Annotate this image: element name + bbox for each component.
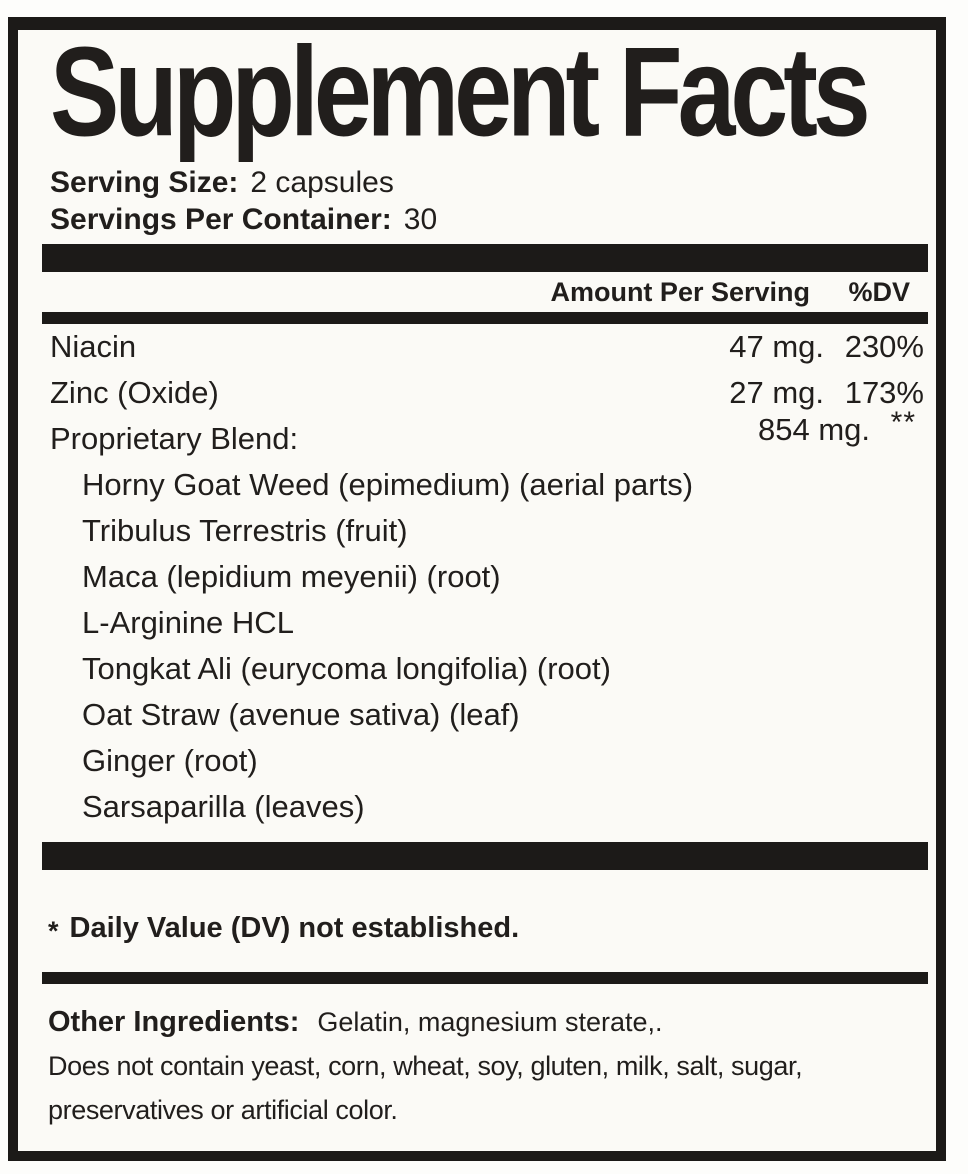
blend-item: Maca (lepidium meyenii) (root) [82, 559, 501, 594]
blend-item: Ginger (root) [82, 743, 258, 778]
thick-rule-bottom [42, 842, 928, 870]
nutrient-amount: 27 mg. [729, 375, 824, 410]
blend-item: Sarsaparilla (leaves) [82, 789, 365, 824]
blend-item: Tongkat Ali (eurycoma longifolia) (root) [82, 651, 611, 686]
disclaimer-line-2: preservatives or artificial color. [48, 1095, 398, 1125]
daily-value-footnote: * Daily Value (DV) not established. [18, 908, 936, 948]
blend-item: L-Arginine HCL [82, 605, 294, 640]
thick-rule-top [42, 244, 928, 272]
nutrient-dv-asterisks: ** [890, 406, 916, 439]
disclaimer-line-1: Does not contain yeast, corn, wheat, soy… [48, 1051, 803, 1081]
serving-info: Serving Size: 2 capsules Servings Per Con… [18, 164, 936, 238]
nutrient-name: Niacin [50, 329, 137, 364]
nutrient-amount: 47 mg. [729, 329, 824, 364]
servings-per-container-line: Servings Per Container: 30 [50, 201, 936, 238]
nutrient-name: Proprietary Blend: [50, 421, 299, 456]
label-border-box: Supplement Facts Serving Size: 2 capsules… [8, 17, 946, 1161]
footnote-text: Daily Value (DV) not established. [69, 912, 520, 944]
nutrient-row-proprietary-blend: Proprietary Blend: 854 mg. ** [18, 406, 936, 462]
nutrient-row-zinc: Zinc (Oxide) 27 mg. 173% [18, 370, 936, 416]
dv-header: %DV [848, 276, 910, 307]
blend-ingredient-list: Horny Goat Weed (epimedium) (aerial part… [18, 462, 936, 830]
footnote-asterisk: * [48, 916, 59, 946]
amount-per-serving-header: Amount Per Serving [550, 276, 810, 307]
nutrient-amount: 854 mg. [757, 412, 870, 447]
blend-item: Horny Goat Weed (epimedium) (aerial part… [82, 467, 694, 502]
serving-size-label: Serving Size: [50, 166, 239, 199]
nutrient-dv: 173% [844, 375, 924, 410]
other-ingredients-line: Other Ingredients: Gelatin, magnesium ste… [18, 1000, 936, 1044]
nutrient-dv: 230% [844, 329, 924, 364]
servings-per-container-value: 30 [403, 203, 438, 236]
page-title: Supplement Facts [50, 22, 871, 164]
blend-item: Oat Straw (avenue sativa) (leaf) [82, 697, 520, 732]
other-ingredients-value: Gelatin, magnesium sterate,. [317, 1007, 663, 1037]
serving-size-value: 2 capsules [250, 166, 394, 199]
nutrient-row-niacin: Niacin 47 mg. 230% [18, 324, 936, 370]
medium-rule-under-header [42, 312, 928, 324]
servings-per-container-label: Servings Per Container: [50, 203, 392, 236]
medium-rule-above-other-ingredients [42, 972, 928, 984]
table-header-row: Amount Per Serving %DV [18, 272, 936, 312]
serving-size-line: Serving Size: 2 capsules [50, 164, 936, 201]
blend-item: Tribulus Terrestris (fruit) [82, 513, 408, 548]
nutrient-name: Zinc (Oxide) [50, 375, 219, 410]
title-wrap: Supplement Facts [50, 22, 936, 164]
other-ingredients-label: Other Ingredients: [48, 1006, 300, 1038]
